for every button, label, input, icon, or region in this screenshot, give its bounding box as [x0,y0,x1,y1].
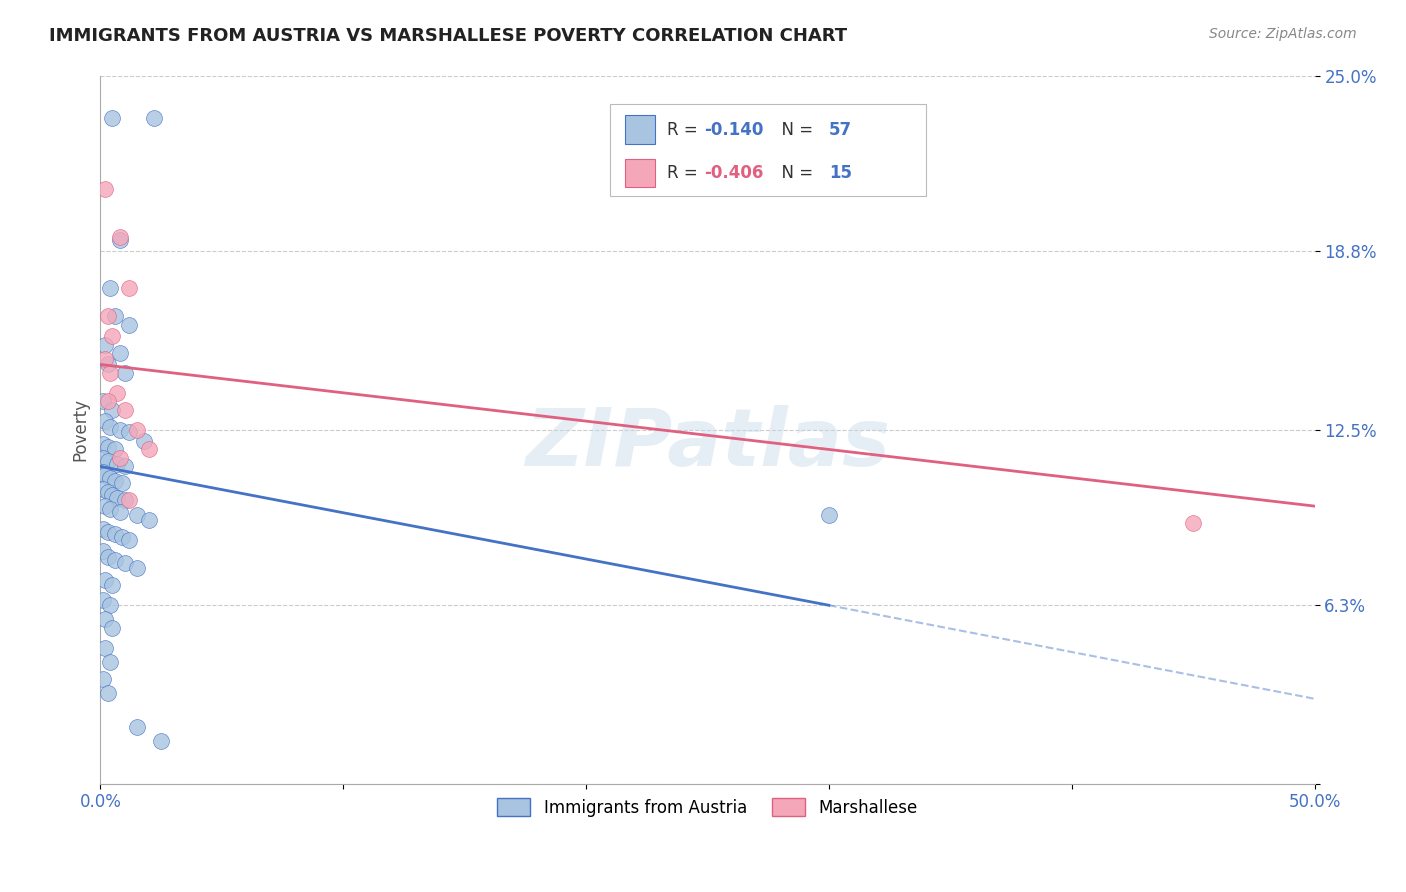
Point [94,612,117,626]
Point [114,556,136,570]
Point [97,686,120,700]
Point [104,527,127,541]
Point [101,578,124,592]
Point [97,440,120,454]
Point [108,233,131,247]
Text: R =: R = [668,164,703,182]
Point [114,493,136,508]
Point [105,457,128,471]
Point [114,366,136,380]
Point [142,111,165,125]
Point [97,358,120,372]
Point [94,467,117,482]
Point [97,524,120,539]
Point [108,346,131,360]
Point [91,592,114,607]
Point [98,419,121,434]
Point [94,414,117,428]
Text: 57: 57 [830,120,852,138]
Point [114,402,136,417]
Text: 15: 15 [830,164,852,182]
Point [94,337,117,351]
Text: ZIPatlas: ZIPatlas [524,405,890,483]
Point [104,442,127,457]
Point [138,442,160,457]
Point [108,423,131,437]
Point [91,394,114,409]
FancyBboxPatch shape [624,115,655,144]
Point [132,434,155,448]
Point [98,471,121,485]
Point [97,454,120,468]
Point [1182,516,1205,530]
Text: N =: N = [770,120,818,138]
Point [118,493,141,508]
Point [104,310,127,324]
Point [101,329,124,343]
Point [97,550,120,565]
Point [94,499,117,513]
Point [108,450,131,465]
FancyBboxPatch shape [610,103,927,196]
Point [94,182,117,196]
Text: -0.406: -0.406 [704,164,763,182]
Legend: Immigrants from Austria, Marshallese: Immigrants from Austria, Marshallese [489,790,927,825]
Point [125,423,148,437]
Point [125,561,148,575]
Point [105,385,128,400]
Point [91,437,114,451]
Point [91,450,114,465]
Text: IMMIGRANTS FROM AUSTRIA VS MARSHALLESE POVERTY CORRELATION CHART: IMMIGRANTS FROM AUSTRIA VS MARSHALLESE P… [49,27,848,45]
Point [91,544,114,558]
Text: R =: R = [668,120,703,138]
Point [94,640,117,655]
Point [118,533,141,548]
Point [138,513,160,527]
Point [105,491,128,505]
Text: Source: ZipAtlas.com: Source: ZipAtlas.com [1209,27,1357,41]
Point [97,485,120,500]
Text: N =: N = [770,164,818,182]
Point [818,508,841,522]
Point [97,394,120,409]
Point [118,318,141,332]
Y-axis label: Poverty: Poverty [72,398,89,461]
Point [94,351,117,366]
Point [101,402,124,417]
Point [108,505,131,519]
Point [111,530,134,544]
Point [108,230,131,244]
Point [98,281,121,295]
Point [94,573,117,587]
Point [125,508,148,522]
Point [98,502,121,516]
Point [101,111,124,125]
Point [104,553,127,567]
Point [150,734,173,748]
Point [91,465,114,479]
Point [111,476,134,491]
Point [114,459,136,474]
Point [118,281,141,295]
Point [98,655,121,669]
Point [91,672,114,686]
Point [101,621,124,635]
Point [104,474,127,488]
Point [125,720,148,734]
Point [101,488,124,502]
Point [98,599,121,613]
Point [97,310,120,324]
Text: -0.140: -0.140 [704,120,763,138]
Point [91,522,114,536]
Point [118,425,141,440]
Point [98,366,121,380]
FancyBboxPatch shape [624,159,655,187]
Point [91,482,114,496]
